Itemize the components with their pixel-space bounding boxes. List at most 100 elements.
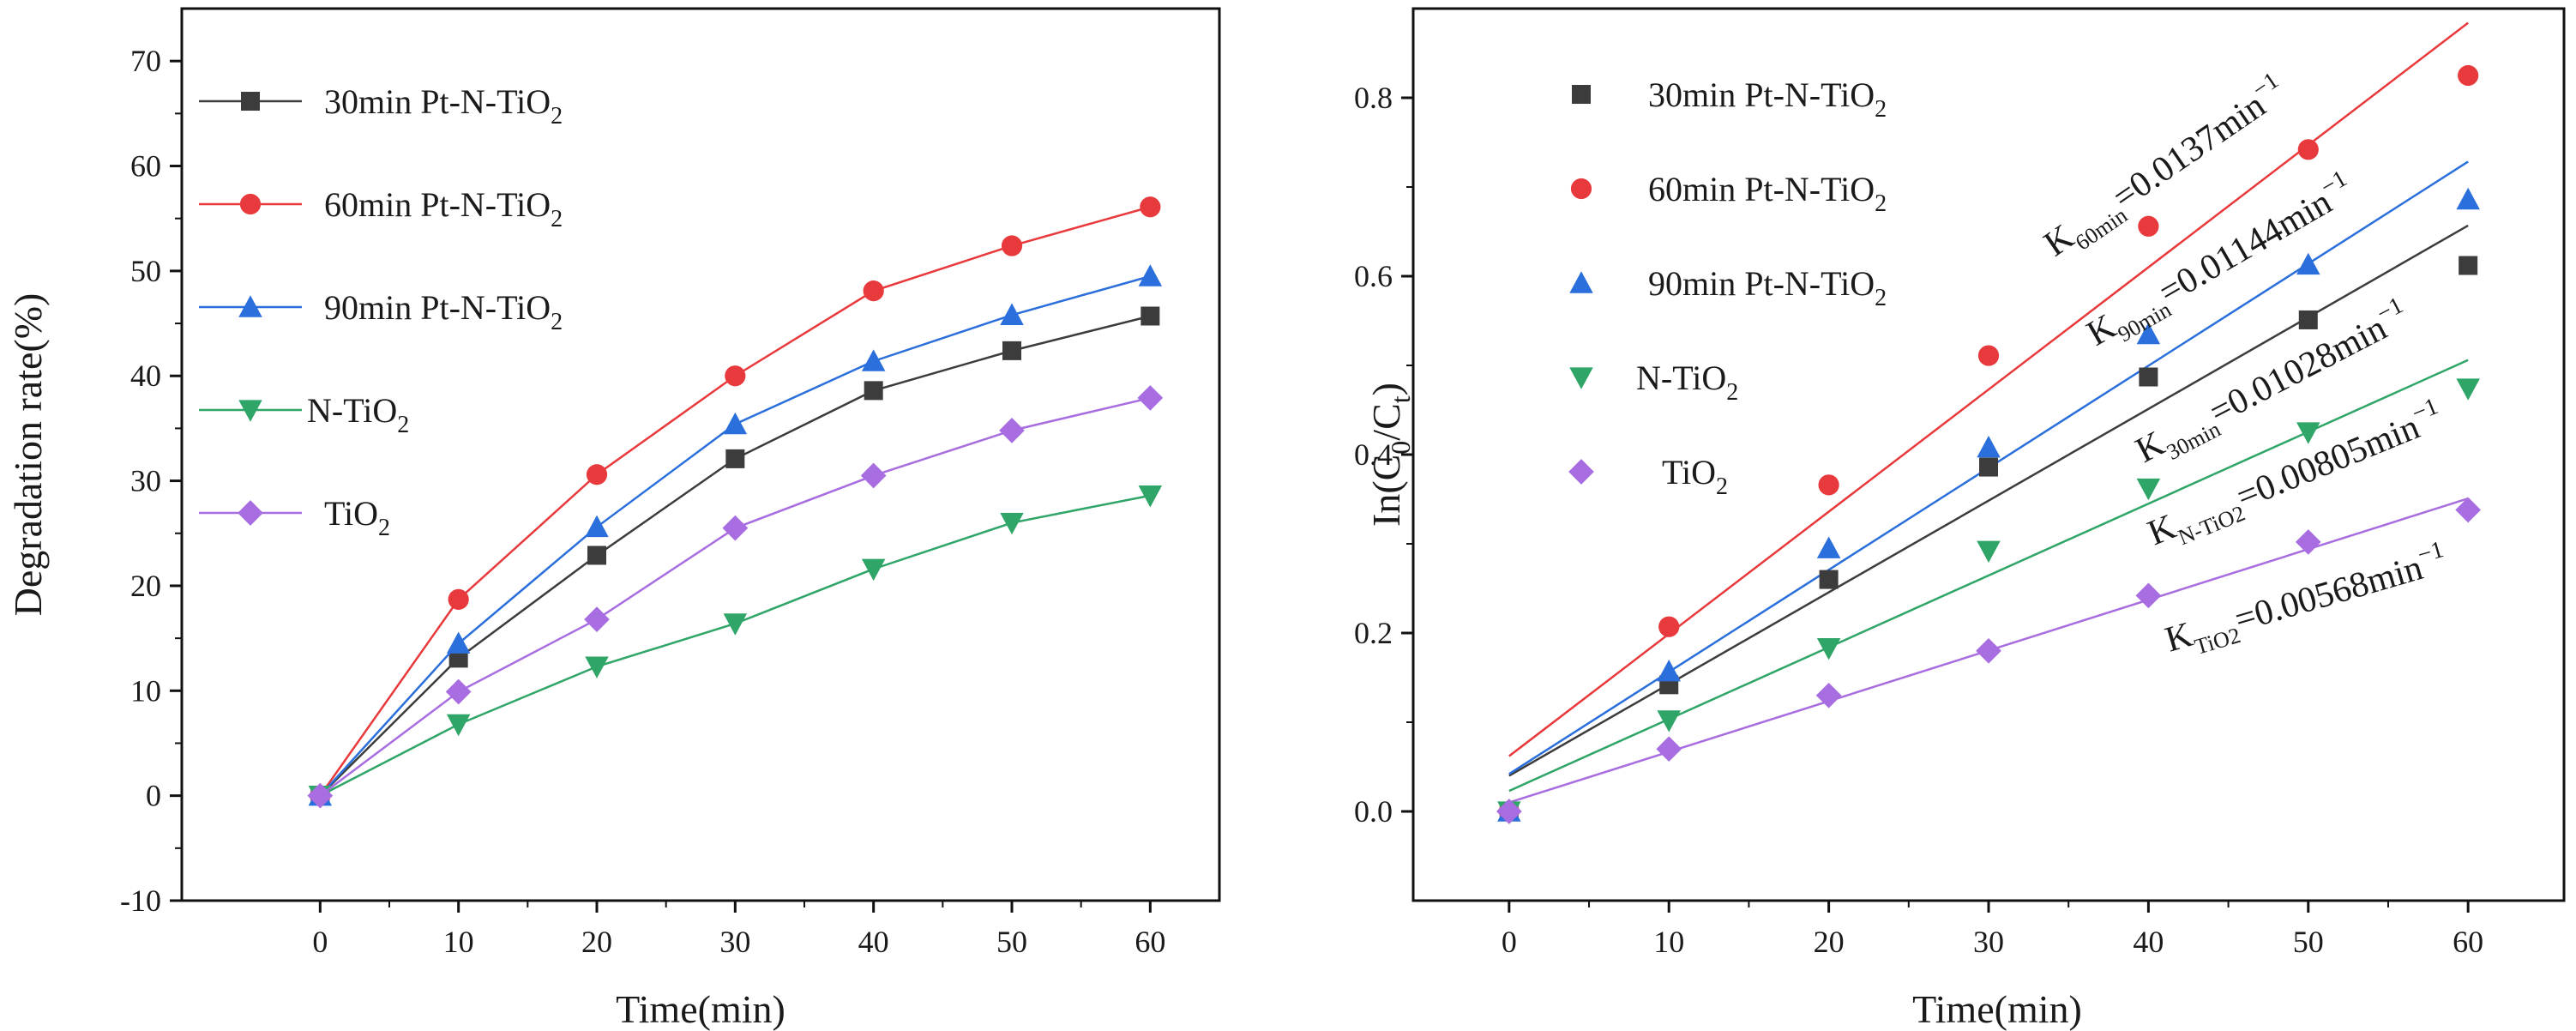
y-tick-label: 60 — [130, 149, 161, 184]
data-point-90min-pt-n-tio2 — [446, 631, 471, 654]
y-tick-label: 0.8 — [1354, 81, 1393, 115]
data-point-30min-pt-n-tio2 — [1819, 570, 1839, 589]
legend-marker — [1569, 367, 1593, 389]
k-subscript: 30min — [2163, 417, 2224, 465]
data-point-90min-pt-n-tio2 — [585, 515, 609, 538]
data-point-90min-pt-n-tio2 — [1138, 264, 1163, 286]
legend-text: 60min Pt-N-TiO — [324, 185, 551, 224]
k-value: =0.00568min — [2230, 548, 2427, 640]
data-point-30min-pt-n-tio2 — [2459, 256, 2478, 275]
data-point-30min-pt-n-tio2 — [725, 449, 745, 468]
data-point-90min-pt-n-tio2 — [2296, 252, 2320, 275]
x-tick-label: 20 — [1814, 925, 1845, 959]
legend-text: 30min Pt-N-TiO — [324, 82, 551, 121]
y-title-subscript: t — [1385, 395, 1416, 403]
y-tick-label: 0.2 — [1354, 616, 1393, 650]
x-tick-label: 60 — [2453, 925, 2483, 959]
data-point-tio2 — [584, 606, 610, 632]
legend-subscript: 2 — [551, 309, 563, 335]
legend-label-60min-pt-n-tio2: 60min Pt-N-TiO2 — [324, 185, 563, 232]
k-subscript: TiO2 — [2192, 623, 2243, 660]
data-point-30min-pt-n-tio2 — [2139, 367, 2158, 387]
data-point-n-tio2 — [1816, 637, 1841, 660]
y-title-part: In(C — [1364, 455, 1408, 527]
y-tick-label: 10 — [130, 673, 161, 708]
legend-text: 90min Pt-N-TiO — [324, 288, 551, 327]
y-tick-label: 0 — [146, 779, 161, 813]
data-point-n-tio2 — [723, 613, 748, 636]
fit-lines — [1508, 21, 2469, 804]
data-point-n-tio2 — [1977, 540, 2001, 564]
y-tick-label: 20 — [130, 569, 161, 603]
data-point-90min-pt-n-tio2 — [1000, 303, 1024, 325]
y-axis-title: Degradation rate(%) — [6, 293, 50, 617]
legend-label-90min-pt-n-tio2: 90min Pt-N-TiO2 — [1648, 264, 1887, 311]
x-tick-label: 50 — [2293, 925, 2324, 959]
data-point-60min-pt-n-tio2 — [2297, 139, 2319, 160]
x-tick-label: 60 — [1135, 925, 1165, 959]
data-point-n-tio2 — [1138, 485, 1163, 508]
legend-text: 60min Pt-N-TiO — [1648, 170, 1875, 208]
legend-subscript: 2 — [397, 412, 409, 438]
data-point-60min-pt-n-tio2 — [448, 588, 469, 610]
legend-label-n-tio2: N-TiO2 — [307, 391, 409, 438]
data-point-tio2 — [1976, 637, 2001, 664]
data-point-n-tio2 — [861, 558, 886, 582]
x-tick-label: 30 — [1973, 925, 2004, 959]
x-tick-label: 40 — [2133, 925, 2164, 959]
legend-subscript: 2 — [1875, 285, 1887, 311]
data-point-60min-pt-n-tio2 — [586, 464, 608, 485]
x-tick-label: 20 — [581, 925, 612, 959]
y-title-subscript: 0 — [1385, 441, 1416, 455]
k-subscript: N-TiO2 — [2175, 501, 2248, 551]
legend-marker — [1569, 271, 1593, 293]
data-point-90min-pt-n-tio2 — [1977, 435, 2001, 458]
y-tick-label: 40 — [130, 359, 161, 393]
data-point-90min-pt-n-tio2 — [1657, 659, 1681, 682]
y-tick-label: 30 — [130, 464, 161, 498]
data-point-90min-pt-n-tio2 — [861, 349, 886, 371]
data-point-tio2 — [1496, 799, 1522, 824]
legend-text: 90min Pt-N-TiO — [1648, 264, 1875, 303]
legend-marker — [1572, 85, 1591, 104]
legend-marker — [238, 400, 262, 422]
legend-subscript: 2 — [1875, 96, 1887, 123]
data-point-90min-pt-n-tio2 — [2136, 322, 2161, 345]
data-point-30min-pt-n-tio2 — [1002, 341, 1021, 360]
y-tick-label: -10 — [120, 883, 161, 918]
data-point-60min-pt-n-tio2 — [1658, 616, 1680, 637]
y-tick-label: 0.0 — [1354, 794, 1393, 829]
y-title-part: ) — [1364, 383, 1408, 395]
chart-kinetics-fit: 0 10 20 30 40 50 600.00.20.40.60.8Time(min)In(… — [1354, 7, 2566, 1031]
data-point-tio2 — [2295, 529, 2321, 555]
legend-subscript: 2 — [1875, 190, 1887, 217]
legend-subscript: 2 — [1726, 379, 1738, 406]
legend-marker — [1570, 178, 1592, 200]
data-point-60min-pt-n-tio2 — [863, 280, 884, 302]
legend-text: TiO — [1662, 453, 1716, 491]
legend-subscript: 2 — [378, 515, 390, 541]
legend-subscript: 2 — [1716, 473, 1728, 500]
data-point-60min-pt-n-tio2 — [1140, 196, 1161, 218]
legend-marker — [1568, 459, 1594, 485]
x-tick-label: 10 — [1653, 925, 1684, 959]
legend-subscript: 2 — [551, 206, 563, 232]
data-point-tio2 — [445, 678, 472, 705]
chart-degradation-rate: 0 10 20 30 40 50 60 -10 0 10 20 30 40 50 60 70 Time(min)… — [6, 7, 1221, 1031]
y-tick-label: 0.6 — [1354, 259, 1393, 293]
data-point-60min-pt-n-tio2 — [725, 365, 746, 387]
legend-marker — [241, 92, 260, 111]
data-point-n-tio2 — [1000, 512, 1024, 535]
data-point-30min-pt-n-tio2 — [587, 546, 606, 565]
legend-text: N-TiO — [1636, 359, 1726, 397]
data-point-90min-pt-n-tio2 — [723, 412, 748, 435]
data-point-90min-pt-n-tio2 — [2456, 187, 2480, 210]
y-tick-label: 70 — [130, 44, 161, 78]
legend-text: N-TiO — [307, 391, 397, 430]
rate-constant-label-n-tio2: KN-TiO2=0.00805min−1 — [2140, 393, 2451, 560]
data-point-tio2 — [2455, 497, 2482, 523]
data-point-60min-pt-n-tio2 — [1818, 474, 1839, 496]
